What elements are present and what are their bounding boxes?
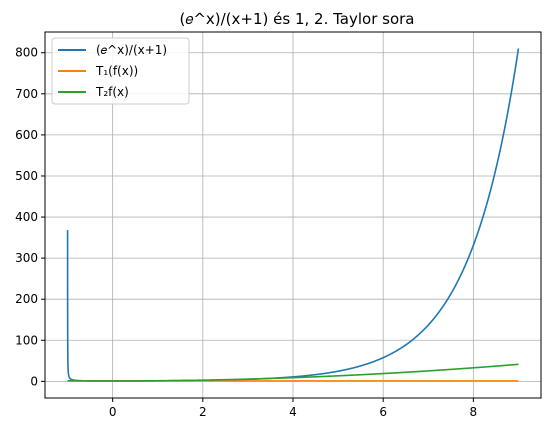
y-tick-label: 400	[15, 210, 38, 224]
y-tick-label: 200	[15, 292, 38, 306]
y-tick-label: 300	[15, 251, 38, 265]
legend-label-exp-ratio: (𝑒^x)/(x+1)	[96, 43, 167, 57]
legend-label-taylor-2: T₂f(x)	[95, 85, 129, 99]
y-tick-label: 700	[15, 87, 38, 101]
y-tick-label: 100	[15, 333, 38, 347]
y-tick-label: 600	[15, 128, 38, 142]
y-tick-label: 0	[30, 374, 38, 388]
x-tick-label: 2	[199, 405, 207, 419]
x-tick-label: 0	[109, 405, 117, 419]
y-tick-label: 500	[15, 169, 38, 183]
x-tick-label: 4	[289, 405, 297, 419]
x-tick-label: 8	[470, 405, 478, 419]
legend: (𝑒^x)/(x+1) T₁(f(x)) T₂f(x)	[52, 38, 189, 104]
y-tick-label: 800	[15, 46, 38, 60]
x-tick-label: 6	[379, 405, 387, 419]
chart-title: (𝑒^x)/(x+1) és 1, 2. Taylor sora	[179, 10, 414, 28]
legend-label-taylor-1: T₁(f(x))	[95, 64, 138, 78]
